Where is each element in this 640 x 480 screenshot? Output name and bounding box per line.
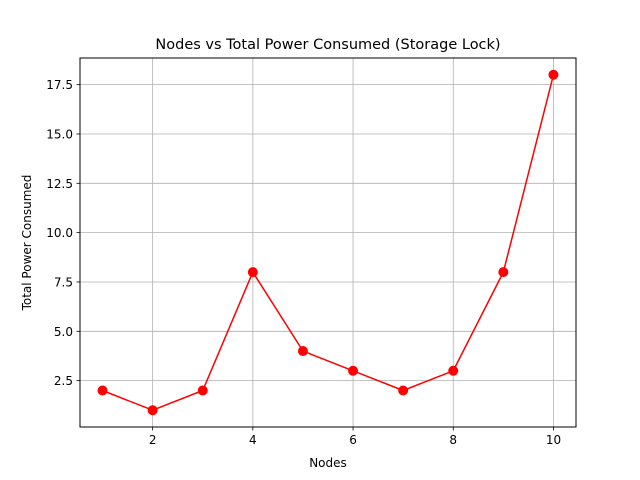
chart-title: Nodes vs Total Power Consumed (Storage L…	[155, 37, 500, 53]
data-point	[348, 365, 359, 376]
y-tick-label: 2.5	[54, 374, 73, 388]
y-tick-label: 12.5	[46, 177, 73, 191]
x-tick-label: 2	[149, 433, 157, 447]
data-point	[197, 385, 208, 396]
x-tick-label: 4	[249, 433, 257, 447]
data-point	[398, 385, 409, 396]
x-tick-label: 8	[449, 433, 457, 447]
axis-ticks: 2 4 6 8 10 2.5 5.0 7.5 10.0 12.5 15.0 17.5	[46, 78, 561, 447]
data-point	[147, 405, 158, 416]
y-tick-label: 15.0	[46, 127, 73, 141]
data-point	[297, 346, 308, 357]
x-axis-label: Nodes	[309, 456, 347, 470]
x-tick-label: 10	[546, 433, 561, 447]
plot-frame	[79, 57, 577, 428]
x-tick-label: 6	[349, 433, 357, 447]
y-axis-label: Total Power Consumed	[20, 175, 34, 312]
grid-lines	[80, 58, 576, 427]
data-point	[247, 267, 258, 278]
series-line	[102, 74, 555, 411]
data-point	[448, 365, 459, 376]
data-point	[498, 267, 509, 278]
y-tick-label: 10.0	[46, 226, 73, 240]
data-point	[97, 385, 108, 396]
y-tick-label: 5.0	[54, 325, 73, 339]
y-tick-label: 17.5	[46, 78, 73, 92]
y-tick-label: 7.5	[54, 275, 73, 289]
data-point	[548, 69, 559, 80]
data-series	[97, 69, 559, 416]
